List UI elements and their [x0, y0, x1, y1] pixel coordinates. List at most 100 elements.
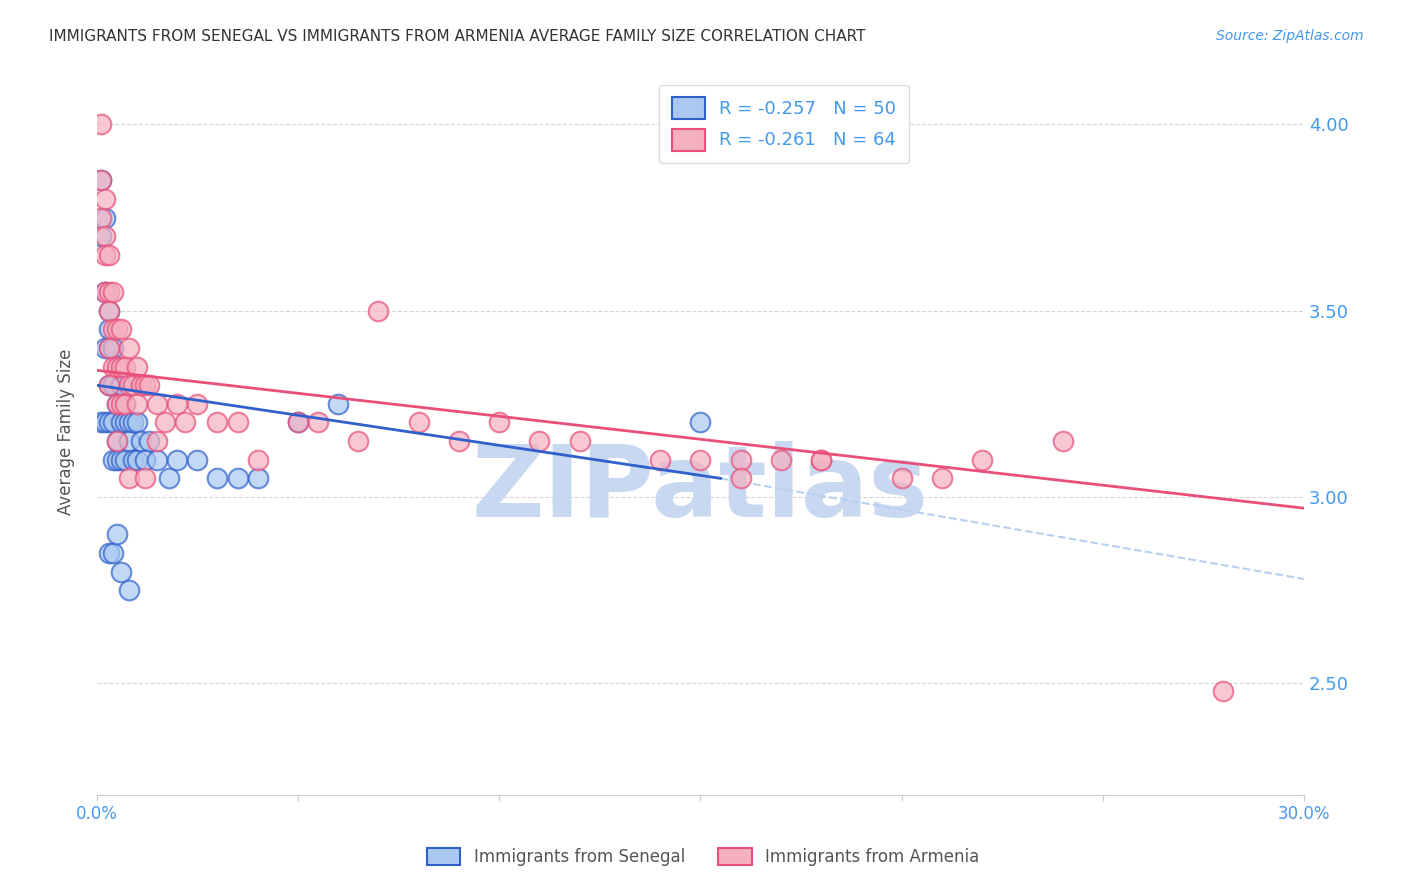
Legend: R = -0.257   N = 50, R = -0.261   N = 64: R = -0.257 N = 50, R = -0.261 N = 64 [659, 85, 908, 163]
Point [307, 416, 329, 430]
Point [94, 341, 117, 355]
Point [146, 397, 169, 411]
Point [97, 378, 120, 392]
Point [90, 416, 112, 430]
Point [122, 452, 145, 467]
Point [97, 546, 120, 560]
Point [122, 416, 145, 430]
Point [90, 211, 112, 225]
Point [110, 452, 132, 467]
Point [105, 452, 128, 467]
Point [118, 434, 141, 449]
Point [97, 341, 120, 355]
Point [94, 192, 117, 206]
Point [105, 397, 128, 411]
Point [529, 434, 551, 449]
Point [101, 322, 124, 336]
Point [153, 416, 176, 430]
Point [114, 452, 136, 467]
Point [105, 527, 128, 541]
Point [110, 416, 132, 430]
Point [118, 471, 141, 485]
Point [97, 248, 120, 262]
Point [114, 397, 136, 411]
Point [769, 452, 792, 467]
Point [114, 397, 136, 411]
Point [97, 322, 120, 336]
Point [730, 452, 752, 467]
Point [118, 341, 141, 355]
Point [105, 322, 128, 336]
Point [1212, 683, 1234, 698]
Point [408, 416, 430, 430]
Point [97, 416, 120, 430]
Point [110, 397, 132, 411]
Point [287, 416, 309, 430]
Text: IMMIGRANTS FROM SENEGAL VS IMMIGRANTS FROM ARMENIA AVERAGE FAMILY SIZE CORRELATI: IMMIGRANTS FROM SENEGAL VS IMMIGRANTS FR… [49, 29, 866, 44]
Point [166, 397, 188, 411]
Point [105, 434, 128, 449]
Point [146, 452, 169, 467]
Point [134, 471, 156, 485]
Point [890, 471, 912, 485]
Point [207, 416, 229, 430]
Point [246, 452, 269, 467]
Point [101, 546, 124, 560]
Point [125, 416, 148, 430]
Point [138, 434, 160, 449]
Point [97, 303, 120, 318]
Point [134, 378, 156, 392]
Point [101, 452, 124, 467]
Point [114, 359, 136, 374]
Point [101, 285, 124, 299]
Point [110, 322, 132, 336]
Point [114, 416, 136, 430]
Point [138, 378, 160, 392]
Point [101, 378, 124, 392]
Point [166, 452, 188, 467]
Point [118, 378, 141, 392]
Text: ZIPatlas: ZIPatlas [472, 442, 929, 539]
Point [97, 303, 120, 318]
Text: Source: ZipAtlas.com: Source: ZipAtlas.com [1216, 29, 1364, 43]
Point [118, 583, 141, 598]
Point [110, 565, 132, 579]
Point [105, 397, 128, 411]
Point [94, 416, 117, 430]
Point [689, 416, 711, 430]
Y-axis label: Average Family Size: Average Family Size [58, 349, 75, 515]
Point [931, 471, 953, 485]
Point [328, 397, 350, 411]
Point [186, 397, 208, 411]
Point [90, 173, 112, 187]
Point [94, 229, 117, 244]
Point [810, 452, 832, 467]
Point [105, 359, 128, 374]
Point [101, 341, 124, 355]
Point [94, 285, 117, 299]
Point [970, 452, 993, 467]
Point [125, 397, 148, 411]
Point [367, 303, 389, 318]
Point [110, 378, 132, 392]
Point [110, 359, 132, 374]
Point [90, 117, 112, 131]
Point [125, 452, 148, 467]
Point [347, 434, 370, 449]
Point [648, 452, 671, 467]
Point [226, 471, 249, 485]
Point [730, 471, 752, 485]
Point [287, 416, 309, 430]
Point [97, 341, 120, 355]
Point [129, 434, 152, 449]
Point [125, 359, 148, 374]
Point [207, 471, 229, 485]
Point [90, 229, 112, 244]
Point [118, 416, 141, 430]
Legend: Immigrants from Senegal, Immigrants from Armenia: Immigrants from Senegal, Immigrants from… [420, 841, 986, 873]
Point [101, 416, 124, 430]
Point [122, 378, 145, 392]
Point [134, 452, 156, 467]
Point [186, 452, 208, 467]
Point [1052, 434, 1074, 449]
